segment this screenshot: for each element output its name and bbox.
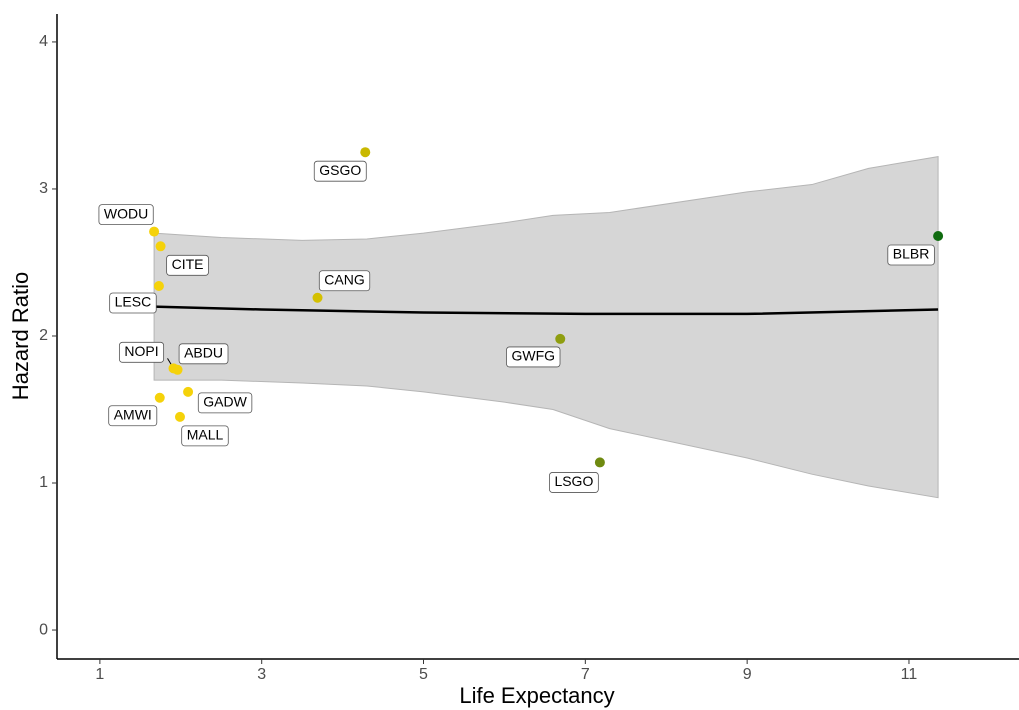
point-label: BLBR [893, 246, 930, 262]
point [594, 457, 605, 468]
label-box [166, 254, 209, 276]
x-tick-label: 5 [419, 666, 428, 683]
confidence-band [153, 156, 939, 499]
point-label: LESC [115, 294, 152, 310]
point [312, 292, 323, 303]
fit-line [154, 305, 939, 316]
point-label: CITE [172, 256, 204, 272]
y-tick-label: 2 [39, 327, 48, 344]
label-box [178, 343, 229, 365]
point [154, 392, 165, 403]
point [149, 226, 160, 237]
point [153, 280, 164, 291]
label-box [549, 472, 599, 493]
label-box [109, 292, 157, 314]
point [174, 411, 185, 422]
x-tick-label: 9 [743, 666, 752, 683]
x-tick-label: 11 [901, 666, 918, 683]
point-label: NOPI [124, 343, 158, 359]
point [183, 386, 194, 397]
point-label: ABDU [184, 345, 223, 361]
label-box [98, 204, 154, 225]
point-label: WODU [104, 205, 148, 221]
point [555, 333, 566, 344]
point-label: GWFG [511, 348, 555, 364]
x-tick-label: 3 [257, 666, 266, 683]
point [360, 147, 371, 158]
y-tick-label: 4 [39, 33, 48, 50]
label-box [118, 341, 165, 363]
y-tick-label: 0 [39, 621, 48, 638]
y-tick-label: 3 [39, 180, 48, 197]
label-box [506, 346, 561, 368]
y-axis-title: Hazard Ratio [8, 272, 33, 400]
label-box [108, 405, 158, 427]
point-label: GSGO [319, 162, 361, 178]
point [155, 241, 166, 252]
point-label: CANG [324, 271, 364, 287]
label-box [181, 425, 229, 447]
y-tick-label: 1 [39, 474, 48, 491]
x-axis-title: Life Expectancy [459, 683, 614, 708]
point [172, 364, 183, 375]
x-tick-label: 1 [95, 666, 104, 683]
point-label: MALL [187, 427, 224, 443]
label-box [313, 160, 367, 182]
label-box [197, 392, 253, 414]
point-label: LSGO [554, 473, 593, 489]
point-label: AMWI [114, 406, 152, 422]
x-tick-label: 7 [581, 666, 590, 683]
point-label: GADW [203, 394, 247, 410]
label-box [318, 270, 371, 292]
label-box [887, 244, 935, 266]
point [933, 231, 944, 242]
